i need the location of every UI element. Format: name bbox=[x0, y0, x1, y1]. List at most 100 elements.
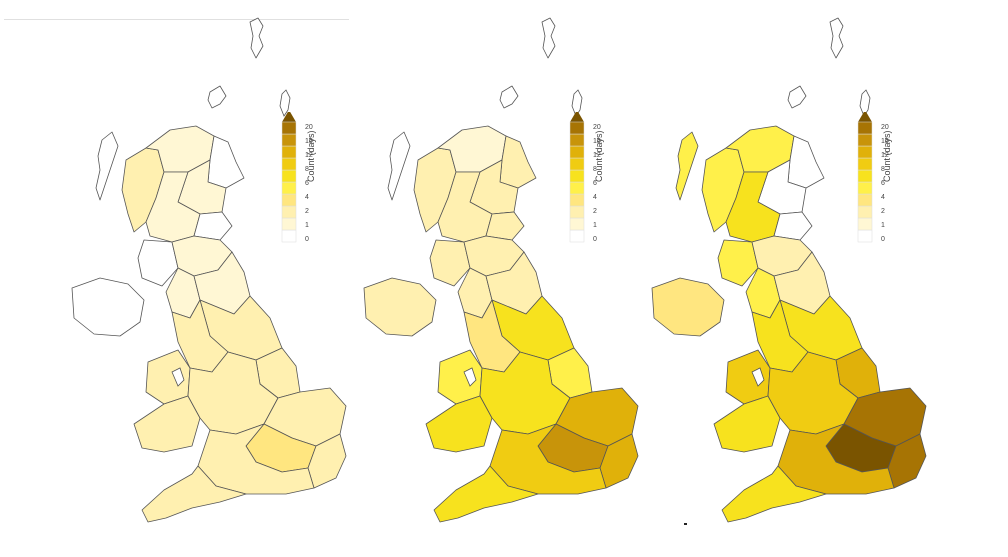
legend-2: Count (days) 20 16 12 8 6 4 2 1 0 bbox=[566, 112, 626, 252]
island-outline bbox=[463, 367, 477, 387]
legend-swatch bbox=[857, 133, 873, 147]
legend-tick: 12 bbox=[593, 152, 601, 159]
region-fife bbox=[485, 211, 525, 241]
legend-swatch bbox=[857, 205, 873, 219]
map-panel-2: Count (days) 20 16 12 8 6 4 2 1 0 bbox=[352, 0, 652, 557]
legend-colorbar-2 bbox=[569, 112, 585, 243]
region-ne-scotland bbox=[207, 135, 245, 189]
legend-tick: 20 bbox=[305, 124, 313, 131]
legend-tick: 2 bbox=[593, 208, 597, 215]
legend-swatch bbox=[281, 229, 297, 243]
region-sw-england bbox=[433, 465, 539, 523]
legend-tick: 4 bbox=[593, 194, 597, 201]
region-wales-south bbox=[713, 395, 781, 453]
legend-tick: 2 bbox=[305, 208, 309, 215]
legend-swatch bbox=[281, 133, 297, 147]
region-sw-scotland bbox=[429, 239, 471, 287]
legend-swatch bbox=[857, 229, 873, 243]
region-ne-scotland bbox=[787, 135, 825, 189]
legend-swatch bbox=[857, 145, 873, 159]
legend-tick: 16 bbox=[593, 138, 601, 145]
legend-swatch bbox=[857, 169, 873, 183]
legend-swatch bbox=[281, 193, 297, 207]
legend-swatch bbox=[857, 217, 873, 231]
legend-swatch bbox=[569, 193, 585, 207]
legend-swatch bbox=[857, 181, 873, 195]
legend-tick: 8 bbox=[593, 166, 597, 173]
map-mark bbox=[684, 523, 687, 525]
legend-swatch bbox=[281, 217, 297, 231]
region-orkney bbox=[499, 85, 519, 109]
legend-tick: 4 bbox=[881, 194, 885, 201]
region-sw-scotland bbox=[717, 239, 759, 287]
legend-tick: 0 bbox=[881, 236, 885, 243]
uk-map-2 bbox=[363, 17, 639, 523]
legend-tick: 16 bbox=[305, 138, 313, 145]
legend-swatch bbox=[281, 205, 297, 219]
region-n-ireland bbox=[651, 277, 725, 337]
region-sw-england bbox=[721, 465, 827, 523]
legend-tick: 16 bbox=[881, 138, 889, 145]
region-ne-scotland bbox=[499, 135, 537, 189]
region-n-ireland bbox=[71, 277, 145, 337]
legend-colorbar-1 bbox=[281, 112, 297, 243]
legend-swatch bbox=[569, 121, 585, 135]
legend-tick: 20 bbox=[593, 124, 601, 131]
region-wales-south bbox=[425, 395, 493, 453]
legend-tick: 6 bbox=[305, 180, 309, 187]
legend-tick: 1 bbox=[593, 222, 597, 229]
region-fife bbox=[193, 211, 233, 241]
legend-swatch bbox=[857, 193, 873, 207]
region-orkney bbox=[787, 85, 807, 109]
region-hebrides bbox=[675, 131, 699, 201]
region-fife bbox=[773, 211, 813, 241]
region-sw-scotland bbox=[137, 239, 179, 287]
legend-swatch bbox=[281, 169, 297, 183]
legend-tick: 12 bbox=[881, 152, 889, 159]
legend-swatch bbox=[569, 205, 585, 219]
legend-tick: 2 bbox=[881, 208, 885, 215]
region-shetland bbox=[541, 17, 556, 59]
island-outline bbox=[171, 367, 185, 387]
legend-swatch bbox=[281, 157, 297, 171]
legend-swatch bbox=[569, 157, 585, 171]
island-outline bbox=[751, 367, 765, 387]
region-n-ireland bbox=[363, 277, 437, 337]
top-divider bbox=[4, 19, 349, 20]
legend-swatch bbox=[569, 229, 585, 243]
legend-swatch bbox=[569, 217, 585, 231]
legend-swatch bbox=[569, 133, 585, 147]
map-panel-3: Count (days) 20 16 12 8 6 4 2 1 0 bbox=[640, 0, 940, 557]
legend-extend-triangle bbox=[570, 112, 584, 122]
legend-1: Count (days) 20 16 12 8 6 4 2 1 0 bbox=[278, 112, 338, 252]
legend-tick: 6 bbox=[881, 180, 885, 187]
legend-swatch bbox=[281, 145, 297, 159]
legend-tick: 20 bbox=[881, 124, 889, 131]
legend-swatch bbox=[857, 157, 873, 171]
legend-swatch bbox=[569, 169, 585, 183]
legend-tick: 4 bbox=[305, 194, 309, 201]
region-hebrides bbox=[387, 131, 411, 201]
legend-tick: 0 bbox=[593, 236, 597, 243]
region-sw-england bbox=[141, 465, 247, 523]
island-outline bbox=[279, 89, 291, 117]
legend-tick: 8 bbox=[305, 166, 309, 173]
legend-tick: 0 bbox=[305, 236, 309, 243]
legend-swatch bbox=[569, 181, 585, 195]
legend-swatch bbox=[281, 121, 297, 135]
legend-swatch bbox=[857, 121, 873, 135]
island-outline bbox=[571, 89, 583, 117]
region-hebrides bbox=[95, 131, 119, 201]
legend-tick: 12 bbox=[305, 152, 313, 159]
legend-tick: 1 bbox=[881, 222, 885, 229]
map-panel-1: Count (days) 20 16 12 8 6 4 2 1 0 bbox=[60, 0, 360, 557]
uk-map-3 bbox=[651, 17, 927, 523]
legend-swatch bbox=[569, 145, 585, 159]
legend-tick: 8 bbox=[881, 166, 885, 173]
legend-colorbar-3 bbox=[857, 112, 873, 243]
legend-extend-triangle bbox=[282, 112, 296, 122]
legend-swatch bbox=[281, 181, 297, 195]
region-wales-south bbox=[133, 395, 201, 453]
legend-extend-triangle bbox=[858, 112, 872, 122]
region-shetland bbox=[249, 17, 264, 59]
